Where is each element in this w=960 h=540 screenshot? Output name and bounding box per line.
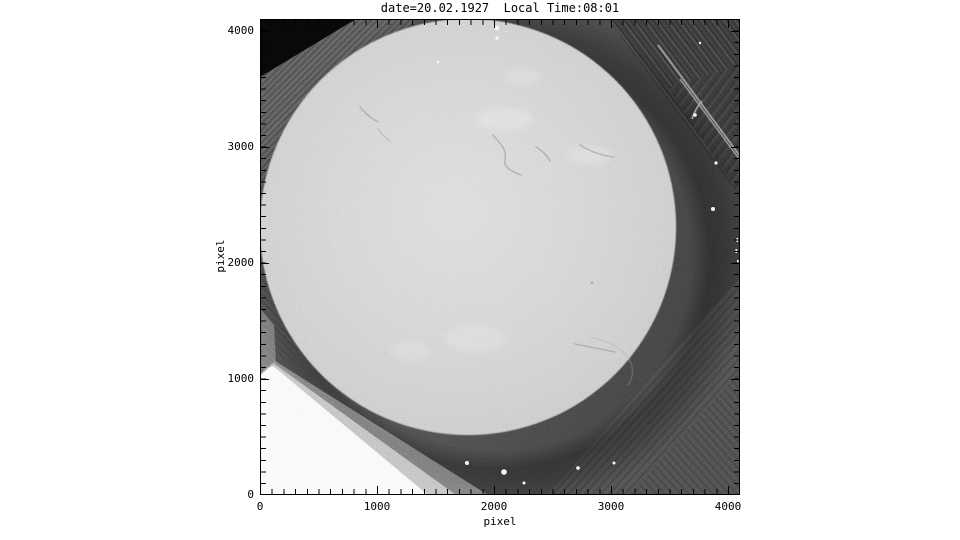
y-major-ticks bbox=[260, 31, 740, 495]
y-tick-label-4000: 4000 bbox=[227, 24, 255, 37]
plot-area bbox=[260, 19, 740, 495]
x-tick-label-4000: 4000 bbox=[714, 500, 742, 513]
solar-plate-image bbox=[260, 19, 740, 495]
axes-frame bbox=[260, 19, 740, 495]
y-minor-ticks-right bbox=[734, 19, 739, 495]
y-axis-title: pixel bbox=[214, 239, 227, 273]
x-tick-label-2000: 2000 bbox=[480, 500, 508, 513]
x-axis-title: pixel bbox=[483, 515, 517, 528]
x-minor-ticks-bottom bbox=[260, 489, 740, 494]
y-tick-label-0: 0 bbox=[247, 488, 254, 501]
x-tick-label-3000: 3000 bbox=[597, 500, 625, 513]
y-tick-label-3000: 3000 bbox=[227, 140, 255, 153]
y-minor-ticks-left bbox=[261, 19, 266, 495]
x-tick-label-0: 0 bbox=[256, 500, 264, 513]
y-tick-label-1000: 1000 bbox=[227, 372, 255, 385]
x-tick-label-1000: 1000 bbox=[363, 500, 391, 513]
x-minor-ticks-top bbox=[260, 20, 740, 25]
film-grain-overlay bbox=[260, 19, 740, 495]
x-major-ticks bbox=[260, 19, 729, 495]
plot-title: date=20.02.1927 Local Time:08:01 bbox=[380, 1, 620, 15]
y-tick-label-2000: 2000 bbox=[227, 256, 255, 269]
